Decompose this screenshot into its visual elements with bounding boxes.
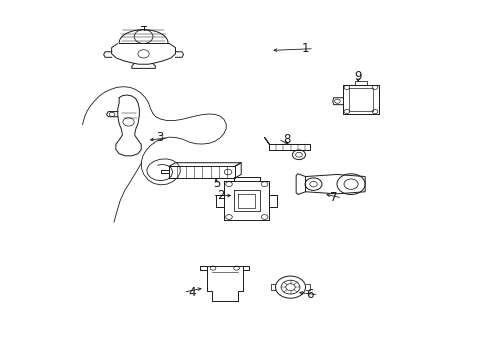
Text: 8: 8: [283, 133, 290, 146]
Text: 6: 6: [306, 288, 313, 301]
Text: 1: 1: [301, 42, 308, 55]
Text: 4: 4: [188, 286, 195, 299]
Text: 9: 9: [354, 70, 361, 83]
Text: 3: 3: [156, 131, 163, 144]
Text: 7: 7: [329, 192, 337, 204]
Text: 2: 2: [217, 189, 224, 202]
Text: 5: 5: [212, 177, 220, 190]
